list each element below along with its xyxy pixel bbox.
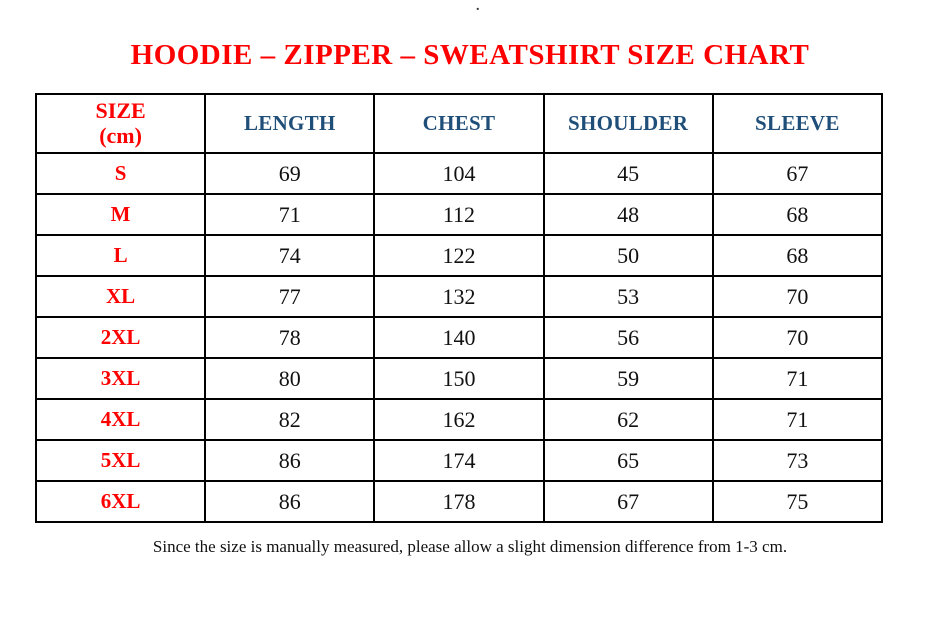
chest-cell: 174 [373,439,545,482]
shoulder-cell: 48 [542,193,714,236]
sleeve-cell: 71 [711,357,884,400]
size-header-line2: (cm) [99,122,142,148]
table-row: 6XL 86 178 67 75 [34,480,884,523]
length-cell: 82 [204,398,376,441]
table-row: 4XL 82 162 62 71 [34,398,884,441]
length-cell: 74 [204,234,376,277]
sleeve-cell: 71 [711,398,884,441]
chest-cell: 178 [373,480,545,523]
table-header: SIZE (cm) LENGTH CHEST SHOULDER SLEEVE [34,93,884,154]
sleeve-cell: 70 [711,275,884,318]
shoulder-cell: 56 [542,316,714,359]
measurement-disclaimer: Since the size is manually measured, ple… [152,537,788,556]
size-chart-table: SIZE (cm) LENGTH CHEST SHOULDER SLEEVE S… [34,93,884,523]
table-row: 3XL 80 150 59 71 [34,357,884,400]
size-cell: L [34,234,207,277]
size-cell: M [34,193,207,236]
chest-cell: 122 [373,234,545,277]
header-cell-chest: CHEST [373,93,545,154]
shoulder-cell: 53 [542,275,714,318]
size-header-line1: SIZE [95,97,146,123]
shoulder-cell: 59 [542,357,714,400]
sleeve-cell: 67 [711,152,884,195]
chest-cell: 112 [373,193,545,236]
table-row: 2XL 78 140 56 70 [34,316,884,359]
table-row: XL 77 132 53 70 [34,275,884,318]
table-row: 5XL 86 174 65 73 [34,439,884,482]
header-cell-sleeve: SLEEVE [711,93,884,154]
shoulder-cell: 45 [542,152,714,195]
shoulder-cell: 67 [542,480,714,523]
sleeve-cell: 68 [711,193,884,236]
sleeve-cell: 68 [711,234,884,277]
shoulder-cell: 50 [542,234,714,277]
table-row: L 74 122 50 68 [34,234,884,277]
page-title: HOODIE – ZIPPER – SWEATSHIRT SIZE CHART [130,39,810,71]
length-cell: 86 [204,439,376,482]
length-cell: 86 [204,480,376,523]
table-body: S 69 104 45 67 M 71 112 48 68 L 74 122 5… [34,152,884,523]
header-cell-shoulder: SHOULDER [542,93,714,154]
length-cell: 80 [204,357,376,400]
size-cell: XL [34,275,207,318]
shoulder-cell: 62 [542,398,714,441]
length-cell: 77 [204,275,376,318]
length-cell: 78 [204,316,376,359]
sleeve-cell: 75 [711,480,884,523]
header-row: SIZE (cm) LENGTH CHEST SHOULDER SLEEVE [34,93,884,154]
shoulder-cell: 65 [542,439,714,482]
stray-dot-mark: . [476,0,480,14]
header-cell-size: SIZE (cm) [34,93,207,154]
sleeve-cell: 73 [711,439,884,482]
size-cell: S [34,152,207,195]
table-row: M 71 112 48 68 [34,193,884,236]
size-cell: 6XL [34,480,207,523]
size-cell: 4XL [34,398,207,441]
sleeve-cell: 70 [711,316,884,359]
table-row: S 69 104 45 67 [34,152,884,195]
chest-cell: 140 [373,316,545,359]
chest-cell: 150 [373,357,545,400]
length-cell: 71 [204,193,376,236]
length-cell: 69 [204,152,376,195]
chest-cell: 162 [373,398,545,441]
size-cell: 2XL [34,316,207,359]
size-cell: 3XL [34,357,207,400]
header-cell-length: LENGTH [204,93,376,154]
chest-cell: 132 [373,275,545,318]
size-cell: 5XL [34,439,207,482]
chest-cell: 104 [373,152,545,195]
